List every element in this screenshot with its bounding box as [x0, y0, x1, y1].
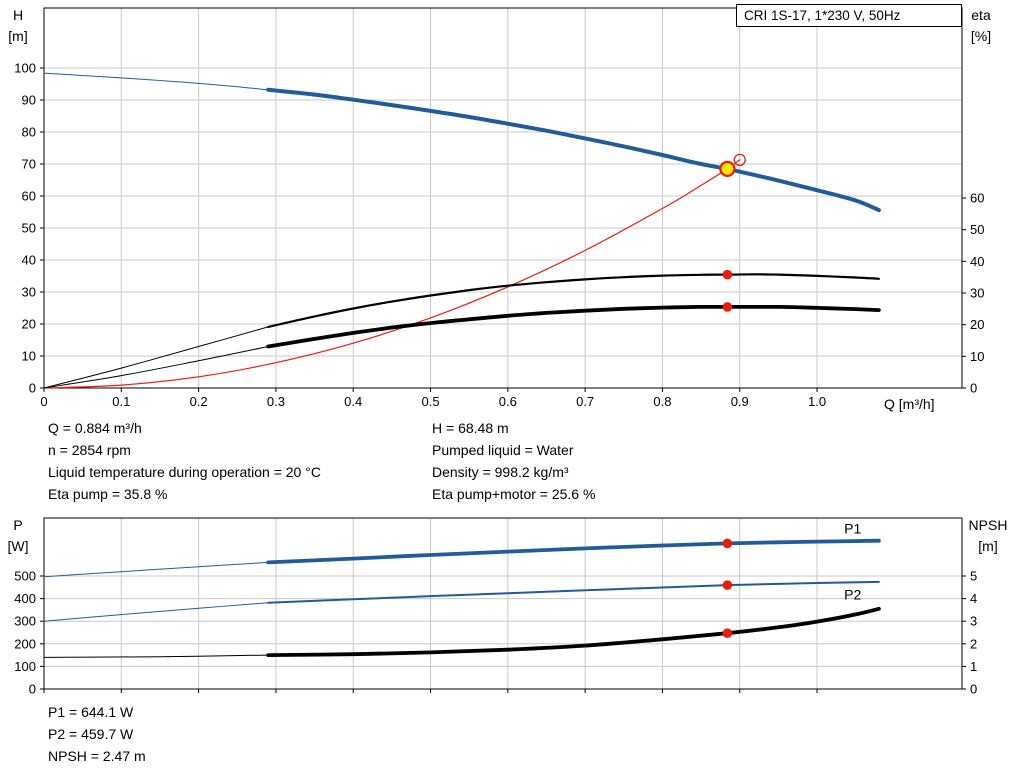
eta-axis-title-line1: eta — [971, 7, 991, 23]
y-right-tick-label: 4 — [970, 591, 977, 606]
y-right-tick-label: 50 — [970, 222, 984, 237]
y-left-tick-label: 400 — [14, 591, 36, 606]
eta-axis-title-line2: [%] — [970, 28, 992, 44]
npsh-axis-title: NPSH [m] — [960, 515, 1016, 557]
y-right-tick-label: 0 — [970, 682, 977, 697]
y-left-tick-label: 300 — [14, 614, 36, 629]
power-npsh-data: P1 = 644.1 W P2 = 459.7 W NPSH = 2.47 m — [48, 701, 146, 767]
p2-point — [722, 580, 733, 590]
x-tick-label: 0.8 — [653, 394, 671, 409]
npsh-curve — [266, 606, 881, 657]
h-axis-title: H [m] — [2, 5, 34, 47]
x-tick-label: 0 — [40, 394, 47, 409]
npsh-axis-title-line1: NPSH — [968, 517, 1008, 533]
p1-label: P1 — [844, 521, 861, 537]
npsh-axis-title-line2: [m] — [978, 538, 998, 554]
y-left-tick-label: 10 — [22, 349, 36, 364]
y-left-tick-label: 90 — [22, 93, 36, 108]
p2-curve — [267, 580, 880, 604]
eta-pump-curve — [267, 273, 880, 328]
x-tick-label: 0.7 — [576, 394, 594, 409]
y-left-tick-label: 70 — [22, 157, 36, 172]
h-axis-title-line1: H — [12, 7, 24, 23]
p1-point — [722, 538, 733, 549]
p-axis-title-line1: P — [13, 517, 23, 533]
head-value: H = 68.48 m — [432, 420, 509, 436]
y-right-tick-label: 0 — [970, 381, 977, 396]
y-left-tick-label: 30 — [22, 285, 36, 300]
y-right-tick-label: 3 — [970, 614, 977, 629]
p2-label: P2 — [844, 587, 861, 603]
pumped-liquid-value: Pumped liquid = Water — [432, 442, 574, 458]
y-left-tick-label: 50 — [22, 221, 36, 236]
p1-value: P1 = 644.1 W — [48, 704, 134, 720]
y-left-tick-label: 500 — [14, 568, 36, 583]
x-tick-label: 1.0 — [808, 394, 826, 409]
eta-pump-motor-lead — [43, 346, 269, 389]
y-right-tick-label: 10 — [970, 349, 984, 364]
eta-pump-value: Eta pump = 35.8 % — [48, 486, 168, 502]
x-tick-label: 0.4 — [344, 394, 362, 409]
plot-frame — [43, 7, 963, 389]
x-tick-label: 0.3 — [267, 394, 285, 409]
pump-title: CRI 1S-17, 1*230 V, 50Hz — [744, 8, 901, 23]
y-right-tick-label: 30 — [970, 286, 984, 301]
x-tick-label: 0.6 — [499, 394, 517, 409]
density-value: Density = 998.2 kg/m³ — [432, 464, 569, 480]
y-left-tick-label: 40 — [22, 253, 36, 268]
eta-pump-motor-point — [722, 302, 733, 312]
y-right-tick-label: 2 — [970, 636, 977, 651]
p1-lead — [43, 561, 269, 578]
flow-value: Q = 0.884 m³/h — [48, 420, 142, 436]
p1-curve — [266, 538, 881, 565]
eta-pump-motor-value: Eta pump+motor = 25.6 % — [432, 486, 596, 502]
pump-title-box: CRI 1S-17, 1*230 V, 50Hz — [736, 4, 962, 27]
y-left-tick-label: 100 — [14, 659, 36, 674]
y-left-tick-label: 200 — [14, 636, 36, 651]
y-right-tick-label: 40 — [970, 254, 984, 269]
x-tick-label: 0.1 — [112, 394, 130, 409]
x-tick-label: 0.2 — [190, 394, 208, 409]
h-axis-title-line2: [m] — [8, 28, 28, 44]
p2-lead — [43, 602, 269, 622]
y-left-tick-label: 20 — [22, 317, 36, 332]
y-left-tick-label: 60 — [22, 189, 36, 204]
x-tick-label: 0.5 — [421, 394, 439, 409]
system-intersection-marker — [733, 153, 746, 166]
y-left-tick-label: 0 — [29, 682, 36, 697]
npsh-value: NPSH = 2.47 m — [48, 748, 146, 764]
y-right-tick-label: 20 — [970, 317, 984, 332]
operating-data-left: Q = 0.884 m³/h n = 2854 rpm Liquid tempe… — [48, 417, 321, 505]
eta-pump-lead — [43, 326, 269, 389]
y-right-tick-label: 5 — [970, 568, 977, 583]
pump-curve — [266, 87, 881, 213]
y-right-tick-label: 60 — [970, 191, 984, 206]
eta-axis-title: eta [%] — [960, 5, 1002, 47]
plot-frame — [43, 517, 963, 690]
y-left-tick-label: 0 — [29, 381, 36, 396]
system-curve — [43, 159, 741, 389]
duty-point-marker — [719, 160, 736, 177]
p-axis-title: P [W] — [2, 515, 34, 557]
operating-data-right: H = 68.48 m Pumped liquid = Water Densit… — [432, 417, 595, 505]
p2-value: P2 = 459.7 W — [48, 726, 134, 742]
npsh-lead — [43, 654, 269, 658]
q-axis-title: Q [m³/h] — [884, 396, 935, 412]
y-left-tick-label: 80 — [22, 125, 36, 140]
x-tick-label: 0.9 — [731, 394, 749, 409]
pump-curve-lead — [43, 72, 269, 91]
eta-pump-motor-curve — [266, 304, 881, 349]
y-right-tick-label: 1 — [970, 659, 977, 674]
liquid-temperature-value: Liquid temperature during operation = 20… — [48, 464, 321, 480]
speed-value: n = 2854 rpm — [48, 442, 131, 458]
y-left-tick-label: 100 — [14, 61, 36, 76]
npsh-point — [722, 628, 733, 638]
p-axis-title-line2: [W] — [7, 538, 29, 554]
eta-pump-point — [722, 269, 733, 280]
